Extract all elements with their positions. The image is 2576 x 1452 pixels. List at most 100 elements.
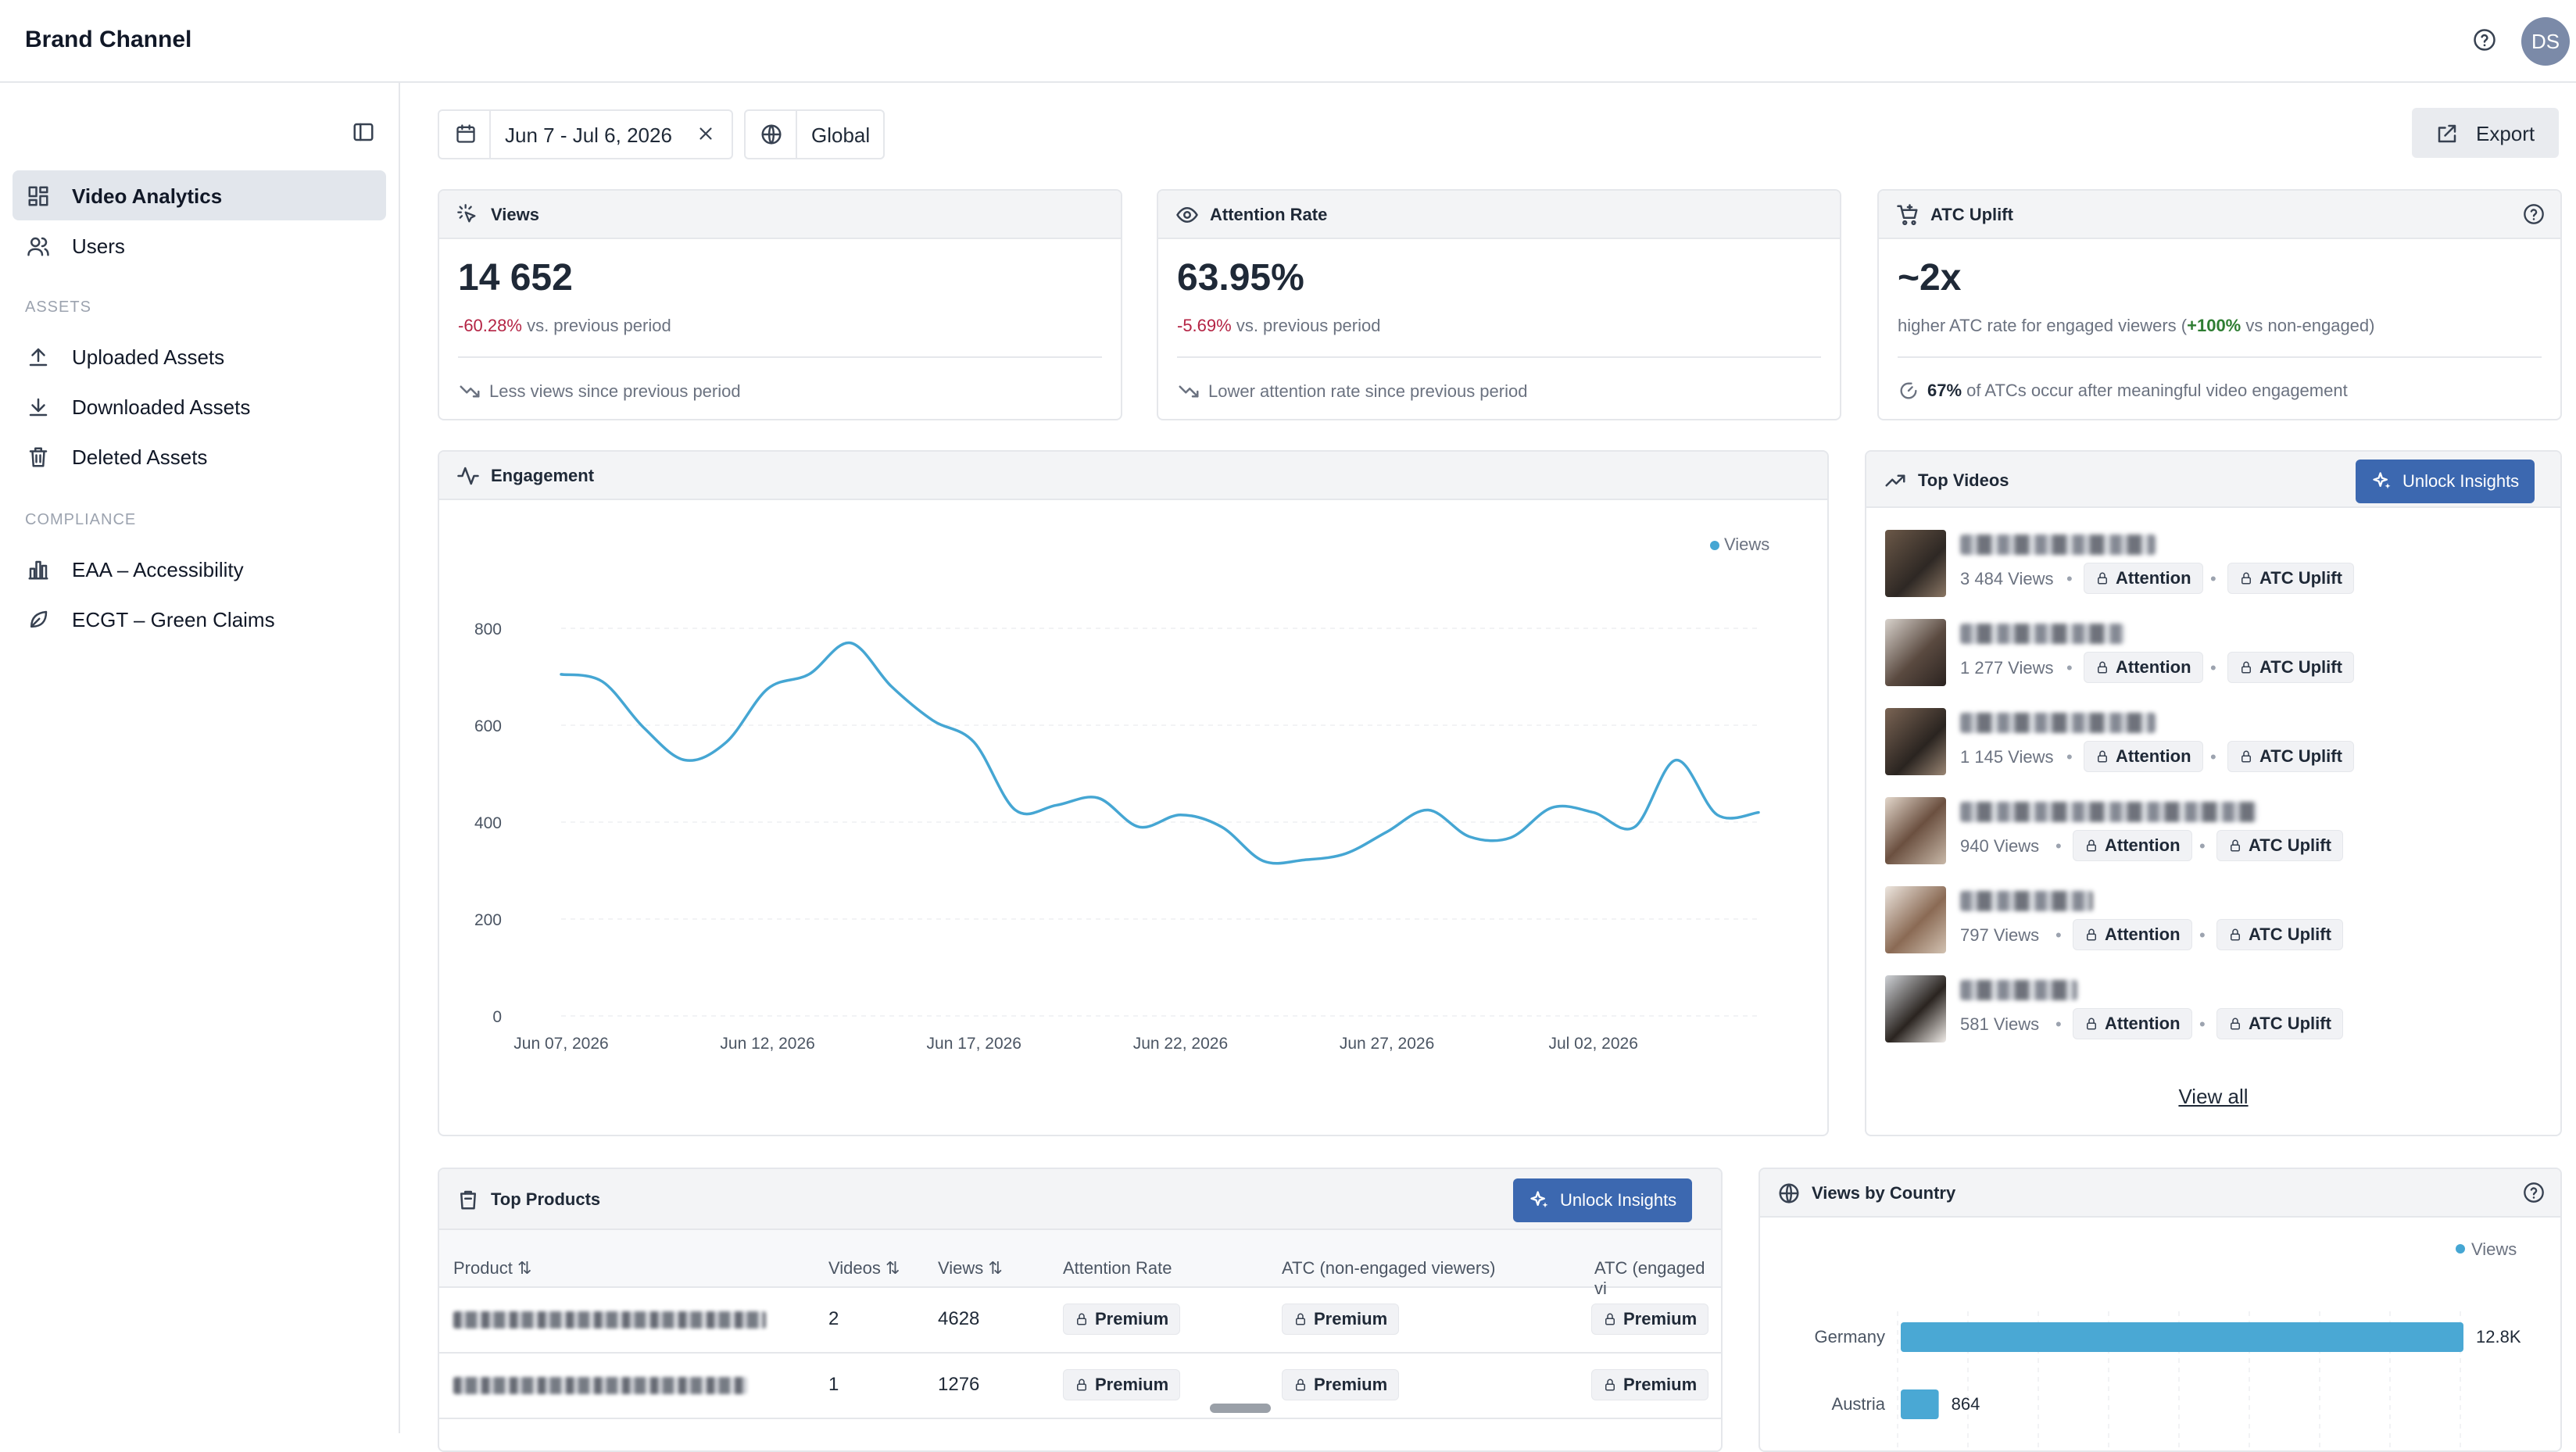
video-title-redacted [1960, 980, 2077, 1000]
video-thumbnail[interactable] [1885, 530, 1946, 597]
table-row[interactable]: 1 1276 Premium Premium Premium [439, 1354, 1721, 1419]
globe-icon [760, 123, 783, 146]
list-item[interactable]: 1 145 Views • Attention • ATC Uplift [1885, 703, 2479, 781]
sidebar-item-deleted-assets[interactable]: Deleted Assets [13, 431, 386, 481]
col-videos[interactable]: Videos ⇅ [828, 1258, 900, 1278]
export-button[interactable]: Export [2412, 108, 2559, 158]
dashboard-grid-icon [27, 184, 50, 208]
atc-uplift-locked-pill[interactable]: ATC Uplift [2216, 919, 2343, 950]
legend-label: Views [2471, 1239, 2517, 1259]
card-title: Engagement [491, 466, 595, 485]
atc-uplift-locked-pill[interactable]: ATC Uplift [2227, 652, 2354, 683]
list-item[interactable]: 3 484 Views • Attention • ATC Uplift [1885, 525, 2479, 603]
sort-icon: ⇅ [886, 1258, 900, 1278]
clear-date-icon[interactable] [696, 123, 716, 144]
lock-icon [2241, 750, 2251, 763]
list-item[interactable]: 940 Views • Attention • ATC Uplift [1885, 792, 2479, 871]
video-views: 1 145 Views [1960, 747, 2054, 767]
sort-icon: ⇅ [517, 1258, 532, 1278]
sparkles-icon [2371, 470, 2393, 492]
atc-uplift-locked-pill[interactable]: ATC Uplift [2227, 741, 2354, 772]
x-tick-label: Jun 12, 2026 [720, 1035, 814, 1053]
sidebar-item-uploaded-assets[interactable]: Uploaded Assets [13, 331, 386, 381]
country-value-label: 864 [1952, 1394, 1980, 1414]
premium-locked-pill[interactable]: Premium [1063, 1369, 1181, 1400]
region-selector[interactable]: Global [744, 109, 885, 159]
sidebar-item-eaa-accessibility[interactable]: EAA – Accessibility [13, 544, 386, 594]
atc-sub: higher ATC rate for engaged viewers (+10… [1898, 316, 2375, 335]
card-title: Views [491, 205, 539, 224]
date-range-value: Jun 7 - Jul 6, 2026 [505, 123, 672, 147]
sidebar-item-users[interactable]: Users [13, 220, 386, 270]
video-views: 940 Views [1960, 836, 2040, 856]
attention-locked-pill[interactable]: Attention [2084, 652, 2203, 683]
help-icon[interactable] [2523, 203, 2545, 225]
atc-uplift-locked-pill[interactable]: ATC Uplift [2227, 563, 2354, 594]
premium-locked-pill[interactable]: Premium [1591, 1304, 1709, 1335]
lock-icon [2231, 928, 2240, 941]
eye-icon [1175, 203, 1199, 227]
card-title: ATC Uplift [1930, 205, 2013, 224]
sidebar-item-ecgt-green-claims[interactable]: ECGT – Green Claims [13, 594, 386, 644]
video-thumbnail[interactable] [1885, 619, 1946, 686]
attention-locked-pill[interactable]: Attention [2073, 830, 2192, 861]
table-row[interactable]: 2 4628 Premium Premium Premium [439, 1288, 1721, 1354]
col-product[interactable]: Product ⇅ [453, 1258, 532, 1278]
lock-icon [1296, 1313, 1305, 1325]
attention-locked-pill[interactable]: Attention [2073, 1008, 2192, 1039]
separator-dot: • [2199, 925, 2206, 945]
video-thumbnail[interactable] [1885, 886, 1946, 953]
avatar[interactable]: DS [2521, 17, 2570, 66]
help-icon[interactable] [2473, 28, 2496, 52]
lock-icon [2087, 839, 2096, 852]
upload-icon [27, 345, 50, 369]
attention-locked-pill[interactable]: Attention [2084, 563, 2203, 594]
y-tick-label: 0 [492, 1008, 502, 1026]
unlock-insights-button[interactable]: Unlock Insights [2356, 460, 2535, 503]
sidebar-item-downloaded-assets[interactable]: Downloaded Assets [13, 381, 386, 431]
card-header: Engagement [439, 452, 1827, 500]
list-item[interactable]: 1 277 Views • Attention • ATC Uplift [1885, 614, 2479, 692]
scrollbar-handle[interactable] [1210, 1404, 1271, 1413]
download-icon [27, 395, 50, 419]
atc-uplift-locked-pill[interactable]: ATC Uplift [2216, 1008, 2343, 1039]
atc-uplift-card: ATC Uplift ~2x higher ATC rate for engag… [1877, 189, 2562, 420]
trending-up-icon [1884, 469, 1907, 492]
col-views[interactable]: Views ⇅ [938, 1258, 1003, 1278]
unlock-insights-button[interactable]: Unlock Insights [1513, 1178, 1693, 1222]
views-by-country-chart: Germany 12.8K Austria 864 Views [1815, 1239, 2521, 1449]
premium-locked-pill[interactable]: Premium [1282, 1304, 1400, 1335]
video-title-redacted [1960, 624, 2124, 644]
attention-locked-pill[interactable]: Attention [2073, 919, 2192, 950]
list-item[interactable]: 797 Views • Attention • ATC Uplift [1885, 882, 2479, 960]
list-item[interactable]: 581 Views • Attention • ATC Uplift [1885, 971, 2479, 1049]
video-thumbnail[interactable] [1885, 975, 1946, 1043]
lock-icon [2098, 750, 2107, 763]
help-icon[interactable] [2523, 1182, 2545, 1203]
card-header: Views [439, 191, 1121, 239]
country-bar [1901, 1389, 1939, 1419]
premium-locked-pill[interactable]: Premium [1063, 1304, 1181, 1335]
separator-dot: • [2199, 836, 2206, 856]
premium-locked-pill[interactable]: Premium [1282, 1369, 1400, 1400]
views-value: 14 652 [458, 257, 573, 299]
view-all-link[interactable]: View all [2178, 1085, 2249, 1108]
divider [796, 111, 797, 158]
attention-locked-pill[interactable]: Attention [2084, 741, 2203, 772]
top-header: Brand Channel DS [0, 0, 2576, 83]
sidebar-toggle-icon[interactable] [352, 120, 375, 144]
video-thumbnail[interactable] [1885, 708, 1946, 775]
video-title-redacted [1960, 891, 2093, 911]
separator-dot: • [2066, 658, 2073, 678]
card-title: Top Products [491, 1189, 601, 1209]
premium-locked-pill[interactable]: Premium [1591, 1369, 1709, 1400]
sidebar-item-video-analytics[interactable]: Video Analytics [13, 170, 386, 220]
card-title: Views by Country [1812, 1183, 1956, 1203]
separator-dot: • [2055, 836, 2062, 856]
sidebar: Video Analytics Users ASSETS Uploaded As… [0, 83, 400, 1433]
separator-dot: • [2055, 925, 2062, 945]
lock-icon [1605, 1379, 1615, 1391]
atc-uplift-locked-pill[interactable]: ATC Uplift [2216, 830, 2343, 861]
date-range-picker[interactable]: Jun 7 - Jul 6, 2026 [438, 109, 733, 159]
video-thumbnail[interactable] [1885, 797, 1946, 864]
